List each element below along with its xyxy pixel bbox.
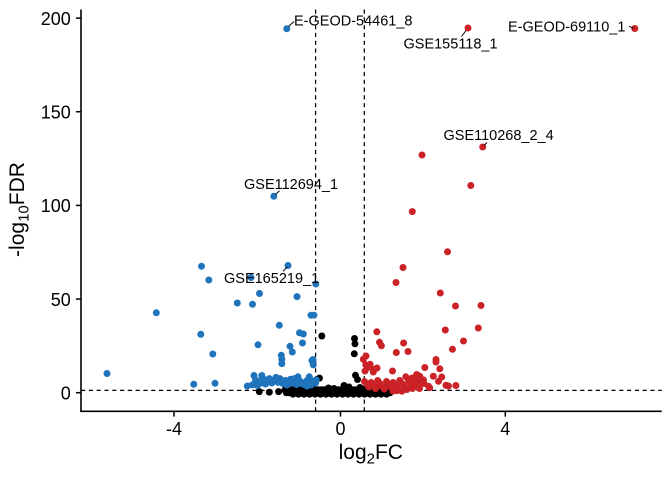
svg-text:150: 150 xyxy=(41,102,71,122)
svg-text:100: 100 xyxy=(41,196,71,216)
svg-text:GSE112694_1: GSE112694_1 xyxy=(244,177,338,193)
svg-text:0: 0 xyxy=(335,419,345,439)
svg-text:4: 4 xyxy=(500,419,510,439)
svg-text:50: 50 xyxy=(51,290,71,310)
svg-text:GSE155118_1: GSE155118_1 xyxy=(404,37,498,53)
svg-text:0: 0 xyxy=(61,383,71,403)
svg-text:GSE110268_2_4: GSE110268_2_4 xyxy=(444,128,554,144)
svg-text:GSE165219_1: GSE165219_1 xyxy=(224,271,319,287)
svg-text:-4: -4 xyxy=(166,419,182,439)
svg-text:E-GEOD-54461_8: E-GEOD-54461_8 xyxy=(294,14,412,30)
svg-text:log2FC: log2FC xyxy=(339,441,403,468)
svg-text:200: 200 xyxy=(41,9,71,29)
svg-text:E-GEOD-69110_1: E-GEOD-69110_1 xyxy=(508,20,625,36)
